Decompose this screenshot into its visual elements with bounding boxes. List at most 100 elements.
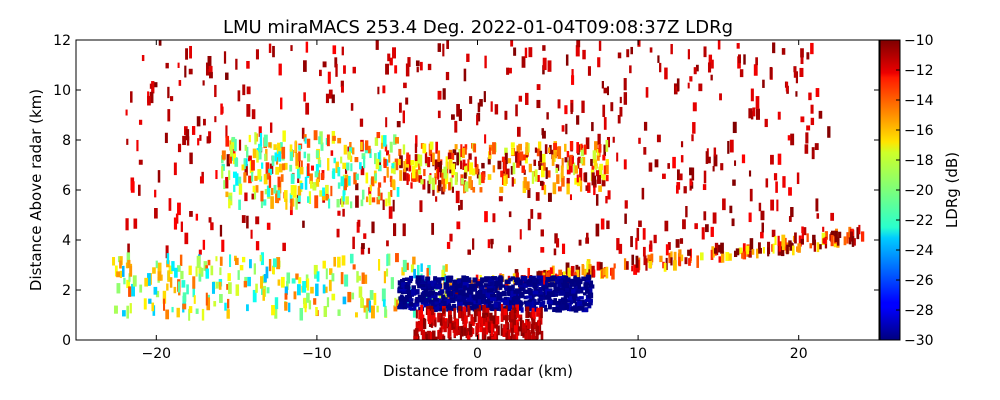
ldr-pixel [544,144,548,154]
ldr-pixel [605,266,609,279]
ldr-pixel [303,60,307,72]
ldr-pixel [678,249,682,262]
ldr-pixel [546,112,549,120]
ldr-pixel [165,245,169,259]
ldr-pixel [486,298,493,303]
ldr-pixel [496,281,503,287]
ldr-pixel [284,301,288,311]
ldr-pixel [710,226,714,237]
ldr-pixel [254,132,257,145]
ldr-pixel [523,295,528,300]
ldr-pixel [501,156,506,163]
ldr-pixel [567,296,572,301]
ldr-pixel [171,306,174,313]
ldr-pixel [435,284,442,290]
ldr-pixel [374,173,377,181]
ldr-pixel [507,158,512,164]
ldr-pixel [148,298,152,304]
ldr-pixel [157,271,162,281]
ldr-pixel [599,262,603,270]
ldr-pixel [560,278,567,285]
ldr-pixel [542,284,548,288]
colorbar-tick-label: −28 [904,303,934,319]
ldr-pixel [488,305,493,311]
ldr-pixel [665,257,668,271]
ldr-pixel [425,334,428,340]
ldr-pixel [503,308,508,316]
ldr-pixel [288,302,291,313]
ldr-pixel [356,221,360,233]
ldr-pixel [428,291,434,296]
ldr-pixel [511,296,515,302]
ldr-pixel [439,318,443,326]
ldr-pixel [680,254,684,262]
ldr-pixel [624,213,627,224]
ldr-pixel [504,287,509,292]
ldr-pixel [519,285,526,292]
ldr-pixel [475,164,479,172]
ldr-pixel [247,276,251,287]
ldr-pixel [441,277,445,281]
ldr-pixel [577,305,585,311]
ldr-pixel [255,241,260,251]
ldr-pixel [579,168,583,181]
ldr-pixel [571,75,575,85]
ldr-pixel [246,146,249,158]
ldr-pixel [420,295,425,301]
ldr-pixel [413,268,416,279]
ldr-pixel [405,63,410,77]
ldr-pixel [326,194,330,201]
ldr-pixel [569,298,574,305]
ldr-pixel [337,182,341,189]
ldr-pixel [579,296,584,300]
ldr-pixel [174,267,178,278]
ldr-pixel [419,321,424,331]
ldr-pixel [616,152,619,162]
ldr-pixel [557,186,562,192]
ldr-pixel [525,302,532,308]
ldr-pixel [205,268,210,279]
ldr-pixel [290,173,295,184]
ldr-pixel [569,154,574,166]
ldr-pixel [591,165,595,174]
ldr-pixel [650,253,654,263]
ldr-pixel [403,161,406,173]
ldr-pixel [434,159,439,171]
ldr-pixel [774,235,777,246]
ldr-pixel [320,142,324,151]
ldr-pixel [764,118,768,128]
ldr-pixel [727,140,730,154]
ldr-pixel [415,135,418,147]
ldr-pixel [598,166,603,179]
ldr-pixel [564,105,568,115]
ldr-pixel [693,67,697,75]
ldr-pixel [482,315,487,325]
ldr-pixel [631,254,635,266]
ldr-pixel [530,301,535,307]
ldr-pixel [510,40,514,47]
ldr-pixel [762,247,765,254]
ldr-pixel [424,291,431,297]
ldr-pixel [508,245,512,253]
ldr-pixel [567,267,571,278]
ldr-pixel [243,172,247,183]
ldr-pixel [414,154,418,162]
ldr-pixel [510,291,517,297]
ldr-pixel [477,299,481,305]
ldr-pixel [576,301,583,307]
ldr-pixel [386,150,390,156]
ldr-pixel [539,301,545,307]
ldr-pixel [603,144,607,157]
ldr-pixel [468,308,471,316]
ldr-pixel [528,47,533,58]
ldr-pixel [434,292,440,296]
ldr-pixel [415,309,418,319]
ldr-pixel [549,267,553,280]
ldr-pixel [487,174,492,180]
ldr-pixel [421,329,425,340]
ldr-pixel [480,279,485,284]
ldr-pixel [289,164,293,172]
ldr-pixel [209,71,213,79]
ldr-pixel [225,176,229,189]
ldr-pixel [402,299,407,305]
